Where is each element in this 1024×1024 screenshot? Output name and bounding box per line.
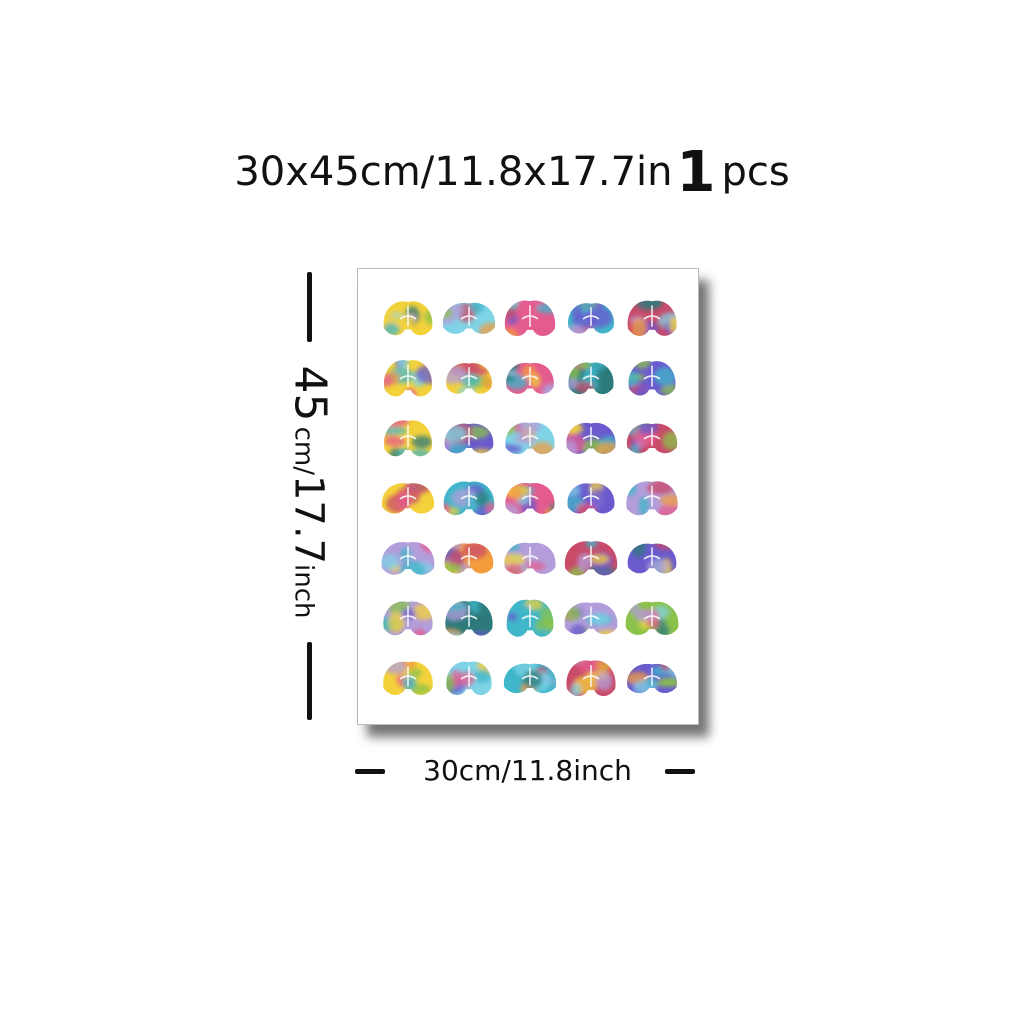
brain-section-illustration <box>442 302 496 334</box>
brain-section-illustration <box>566 422 616 454</box>
quantity-unit: pcs <box>721 149 790 195</box>
brain-section-illustration <box>444 543 494 574</box>
brain-section-illustration <box>568 362 614 395</box>
brain-section-illustration <box>627 663 677 694</box>
height-dimension-line-bottom <box>307 642 312 720</box>
height-cm-value: 45 <box>284 365 336 422</box>
width-dimension: 30cm/11.8inch <box>355 754 700 794</box>
height-dimension-label: 45 cm/17.7inch <box>285 365 336 618</box>
brain-section-illustration <box>446 661 492 696</box>
brain-section-illustration <box>445 601 493 636</box>
brain-section-illustration <box>627 543 677 574</box>
height-cm-unit: cm/ <box>288 426 319 475</box>
quantity-number: 1 <box>676 140 716 205</box>
brain-illustrations <box>381 300 679 697</box>
brain-section-illustration <box>383 360 433 397</box>
brain-section-illustration <box>627 300 677 336</box>
brain-section-illustration <box>566 660 616 697</box>
height-inch-value: 17.7 <box>285 474 332 565</box>
width-dimension-line-left <box>355 769 385 774</box>
brain-section-illustration <box>626 481 678 516</box>
brain-section-illustration <box>443 481 495 516</box>
brain-art-poster <box>357 268 699 725</box>
brain-section-illustration <box>381 483 435 514</box>
brain-section-illustration <box>567 303 615 334</box>
size-headline: 30x45cm/11.8x17.7in1 pcs <box>0 140 1024 205</box>
brain-section-illustration <box>446 363 492 394</box>
brain-section-illustration <box>564 541 618 576</box>
brain-section-illustration <box>383 301 433 336</box>
brain-section-illustration <box>625 601 679 635</box>
brain-section-illustration <box>505 422 555 455</box>
brain-section-illustration <box>383 601 433 636</box>
width-dimension-line-right <box>665 769 695 774</box>
brain-section-illustration <box>383 661 433 695</box>
brain-section-illustration <box>503 663 557 694</box>
width-dimension-label: 30cm/11.8inch <box>423 754 632 787</box>
brain-section-illustration <box>384 420 432 457</box>
height-dimension-line-top <box>307 272 312 342</box>
brain-section-illustration <box>564 602 618 635</box>
brain-section-illustration <box>506 599 554 637</box>
height-inch-unit: inch <box>288 564 319 619</box>
brain-section-illustration <box>504 542 556 574</box>
brain-section-illustration <box>628 361 676 396</box>
brain-section-illustration <box>381 542 435 575</box>
brain-section-illustration <box>626 423 678 454</box>
brain-section-illustration <box>444 423 494 454</box>
brain-section-illustration <box>567 483 615 514</box>
brain-section-illustration <box>505 482 555 514</box>
size-text: 30x45cm/11.8x17.7in <box>234 149 673 195</box>
brain-section-illustration <box>504 300 556 336</box>
brain-section-illustration <box>506 362 554 394</box>
